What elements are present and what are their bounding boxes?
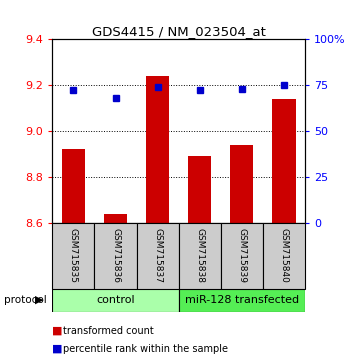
Text: ■: ■	[52, 344, 63, 354]
FancyBboxPatch shape	[263, 223, 305, 289]
FancyBboxPatch shape	[221, 223, 263, 289]
Text: ▶: ▶	[35, 295, 44, 305]
Text: control: control	[96, 295, 135, 305]
FancyBboxPatch shape	[179, 223, 221, 289]
Bar	[146, 76, 169, 223]
Bar	[230, 145, 253, 223]
Text: miR-128 transfected: miR-128 transfected	[185, 295, 299, 305]
Text: GSM715839: GSM715839	[238, 228, 246, 283]
Bar	[273, 99, 296, 223]
FancyBboxPatch shape	[179, 289, 305, 312]
Text: GSM715840: GSM715840	[279, 228, 288, 283]
FancyBboxPatch shape	[52, 289, 179, 312]
Bar	[188, 156, 211, 223]
Title: GDS4415 / NM_023504_at: GDS4415 / NM_023504_at	[92, 25, 266, 38]
Text: GSM715836: GSM715836	[111, 228, 120, 283]
Text: GSM715837: GSM715837	[153, 228, 162, 283]
Bar	[62, 149, 85, 223]
Bar	[104, 214, 127, 223]
FancyBboxPatch shape	[52, 223, 95, 289]
Text: percentile rank within the sample: percentile rank within the sample	[63, 344, 228, 354]
Text: transformed count: transformed count	[63, 326, 154, 336]
Text: protocol: protocol	[4, 295, 46, 305]
Text: GSM715838: GSM715838	[195, 228, 204, 283]
FancyBboxPatch shape	[136, 223, 179, 289]
Text: GSM715835: GSM715835	[69, 228, 78, 283]
Text: ■: ■	[52, 326, 63, 336]
FancyBboxPatch shape	[95, 223, 136, 289]
